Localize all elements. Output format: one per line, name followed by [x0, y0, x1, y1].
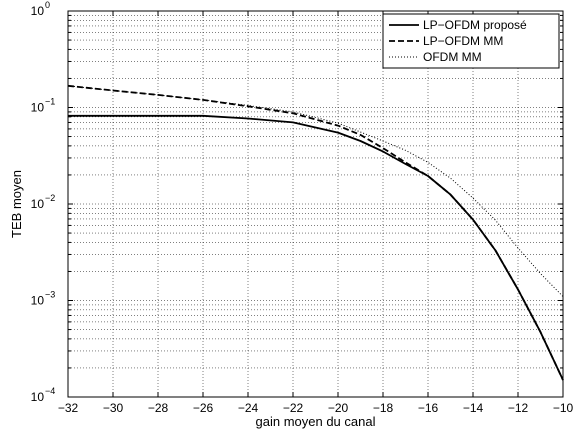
y-tick-label: 10: [31, 197, 45, 211]
grid: [67, 11, 564, 398]
y-tick-label: 10: [31, 4, 45, 18]
y-tick-label-exponent: −3: [45, 290, 55, 300]
x-tick-label: −14: [463, 401, 484, 415]
axis-ticks: [67, 11, 564, 398]
x-tick-label: −24: [238, 401, 259, 415]
x-tick-label: −10: [553, 401, 574, 415]
x-tick-label: −32: [58, 401, 79, 415]
y-tick-label: 10: [31, 390, 45, 404]
y-axis-title: TEB moyen: [9, 170, 24, 238]
legend-label: LP−OFDM MM: [423, 34, 503, 48]
y-tick-label-exponent: −2: [45, 193, 55, 203]
series-line: [68, 114, 564, 381]
x-tick-label: −30: [103, 401, 124, 415]
legend-label: LP−OFDM proposé: [423, 18, 527, 32]
x-tick-label: −22: [283, 401, 304, 415]
x-axis-title: gain moyen du canal: [256, 414, 376, 429]
x-tick-label: −26: [193, 401, 214, 415]
y-tick-label: 10: [31, 294, 45, 308]
legend-label: OFDM MM: [423, 50, 482, 64]
x-tick-label: −16: [418, 401, 439, 415]
y-tick-label-exponent: 0: [45, 0, 50, 10]
legend: LP−OFDM proposé LP−OFDM MM OFDM MM: [382, 13, 560, 69]
x-tick-label: −28: [148, 401, 169, 415]
series-line: [67, 85, 564, 297]
x-tick-label: −12: [508, 401, 529, 415]
y-tick-label: 10: [31, 101, 45, 115]
x-tick-label: −18: [373, 401, 394, 415]
y-tick-label-exponent: −4: [45, 386, 55, 396]
y-tick-label-exponent: −1: [45, 97, 55, 107]
series-lines: [67, 84, 564, 381]
x-tick-labels: −32 −30 −28 −26 −24 −22 −20 −18 −16 −14 −12 −10: [58, 401, 574, 415]
x-tick-label: −20: [328, 401, 349, 415]
